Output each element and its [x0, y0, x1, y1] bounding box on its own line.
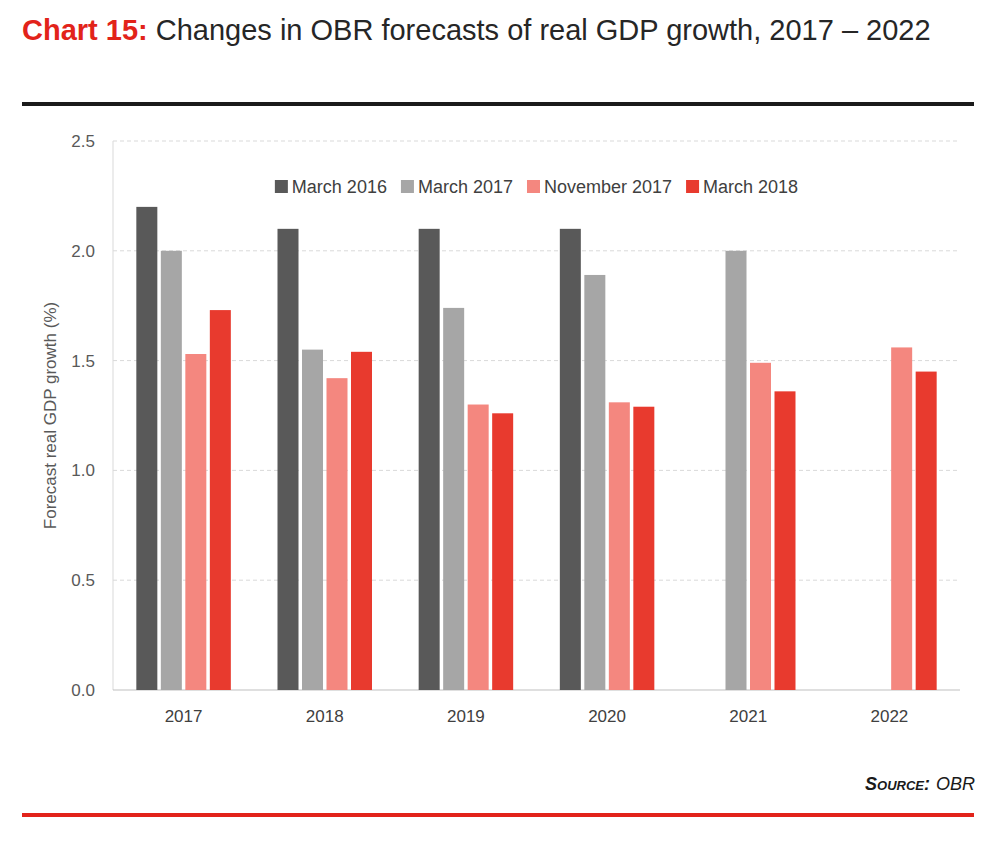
- chart: 0.0 0.5 1.0 1.5 2.0 2.5 Forecast real GDP grow…: [0, 0, 1006, 847]
- grid-line: [113, 470, 960, 471]
- y-tick-label: 1.0: [71, 461, 95, 480]
- x-tick-label: 2021: [729, 707, 767, 726]
- title-label: Chart 15:: [22, 14, 148, 46]
- source-text: OBR: [936, 774, 975, 794]
- grid-line: [113, 250, 960, 251]
- legend: March 2016 March 2017 November 2017 March 2…: [275, 177, 798, 197]
- bar: [443, 308, 464, 690]
- legend-swatch: [275, 180, 288, 193]
- y-tick-label: 2.5: [71, 132, 95, 151]
- source-label: Source:: [865, 774, 930, 794]
- bar: [560, 229, 581, 690]
- bar: [278, 229, 299, 690]
- bar: [210, 310, 231, 690]
- bar: [136, 207, 157, 690]
- legend-label: March 2018: [703, 177, 798, 197]
- legend-swatch: [401, 180, 414, 193]
- top-rule: [22, 102, 974, 106]
- x-tick-label: 2018: [306, 707, 344, 726]
- x-tick-label: 2022: [871, 707, 909, 726]
- y-axis-label: Forecast real GDP growth (%): [41, 302, 60, 529]
- x-tick-label: 2019: [447, 707, 485, 726]
- bar: [916, 372, 937, 690]
- bar: [891, 347, 912, 690]
- bar: [302, 350, 323, 690]
- title: Chart 15: Changes in OBR forecasts of re…: [22, 12, 957, 48]
- bar: [185, 354, 206, 690]
- bar: [775, 391, 796, 690]
- bar: [633, 407, 654, 690]
- grid-line: [113, 580, 960, 581]
- bar: [468, 405, 489, 690]
- bar: [750, 363, 771, 690]
- bar: [492, 413, 513, 690]
- bar: [609, 402, 630, 690]
- legend-label: November 2017: [544, 177, 672, 197]
- y-tick-label: 0.0: [71, 681, 95, 700]
- legend-swatch: [527, 180, 540, 193]
- x-axis: [113, 690, 960, 691]
- y-tick-label: 2.0: [71, 242, 95, 261]
- legend-swatch: [686, 180, 699, 193]
- legend-label: March 2017: [418, 177, 513, 197]
- y-tick-label: 0.5: [71, 571, 95, 590]
- bar: [419, 229, 440, 690]
- bar: [161, 251, 182, 690]
- grid-line: [113, 360, 960, 361]
- bar: [584, 275, 605, 690]
- y-axis: [113, 141, 114, 690]
- title-text: Changes in OBR forecasts of real GDP gro…: [156, 14, 931, 46]
- bar: [351, 352, 372, 690]
- legend-label: March 2016: [292, 177, 387, 197]
- bar: [726, 251, 747, 690]
- bottom-rule: [22, 813, 974, 817]
- x-tick-label: 2017: [165, 707, 203, 726]
- x-tick-label: 2020: [588, 707, 626, 726]
- bars: [136, 207, 936, 690]
- source: Source: OBR: [865, 774, 975, 794]
- y-tick-label: 1.5: [71, 352, 95, 371]
- grid-line: [113, 141, 960, 142]
- bar: [327, 378, 348, 690]
